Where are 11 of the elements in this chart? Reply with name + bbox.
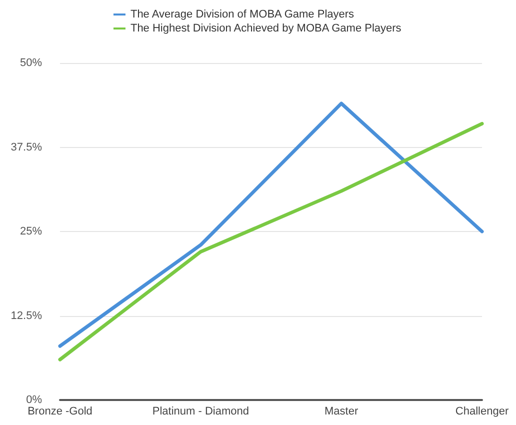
y-tick-label: 37.5%	[10, 141, 42, 154]
y-tick-label: 50%	[20, 57, 42, 69]
legend-label: The Average Division of MOBA Game Players	[130, 8, 355, 20]
y-tick-label: 25%	[20, 226, 42, 238]
x-tick-label: Challenger	[455, 406, 509, 418]
legend-label: The Highest Division Achieved by MOBA Game Players	[130, 22, 402, 34]
y-tick-label: 12.5%	[10, 310, 42, 322]
x-tick-label: Bronze -Gold	[28, 406, 92, 418]
x-tick-label: Platinum - Diamond	[152, 406, 249, 418]
y-tick-label: 0%	[26, 394, 42, 406]
x-tick-label: Master	[324, 406, 358, 418]
